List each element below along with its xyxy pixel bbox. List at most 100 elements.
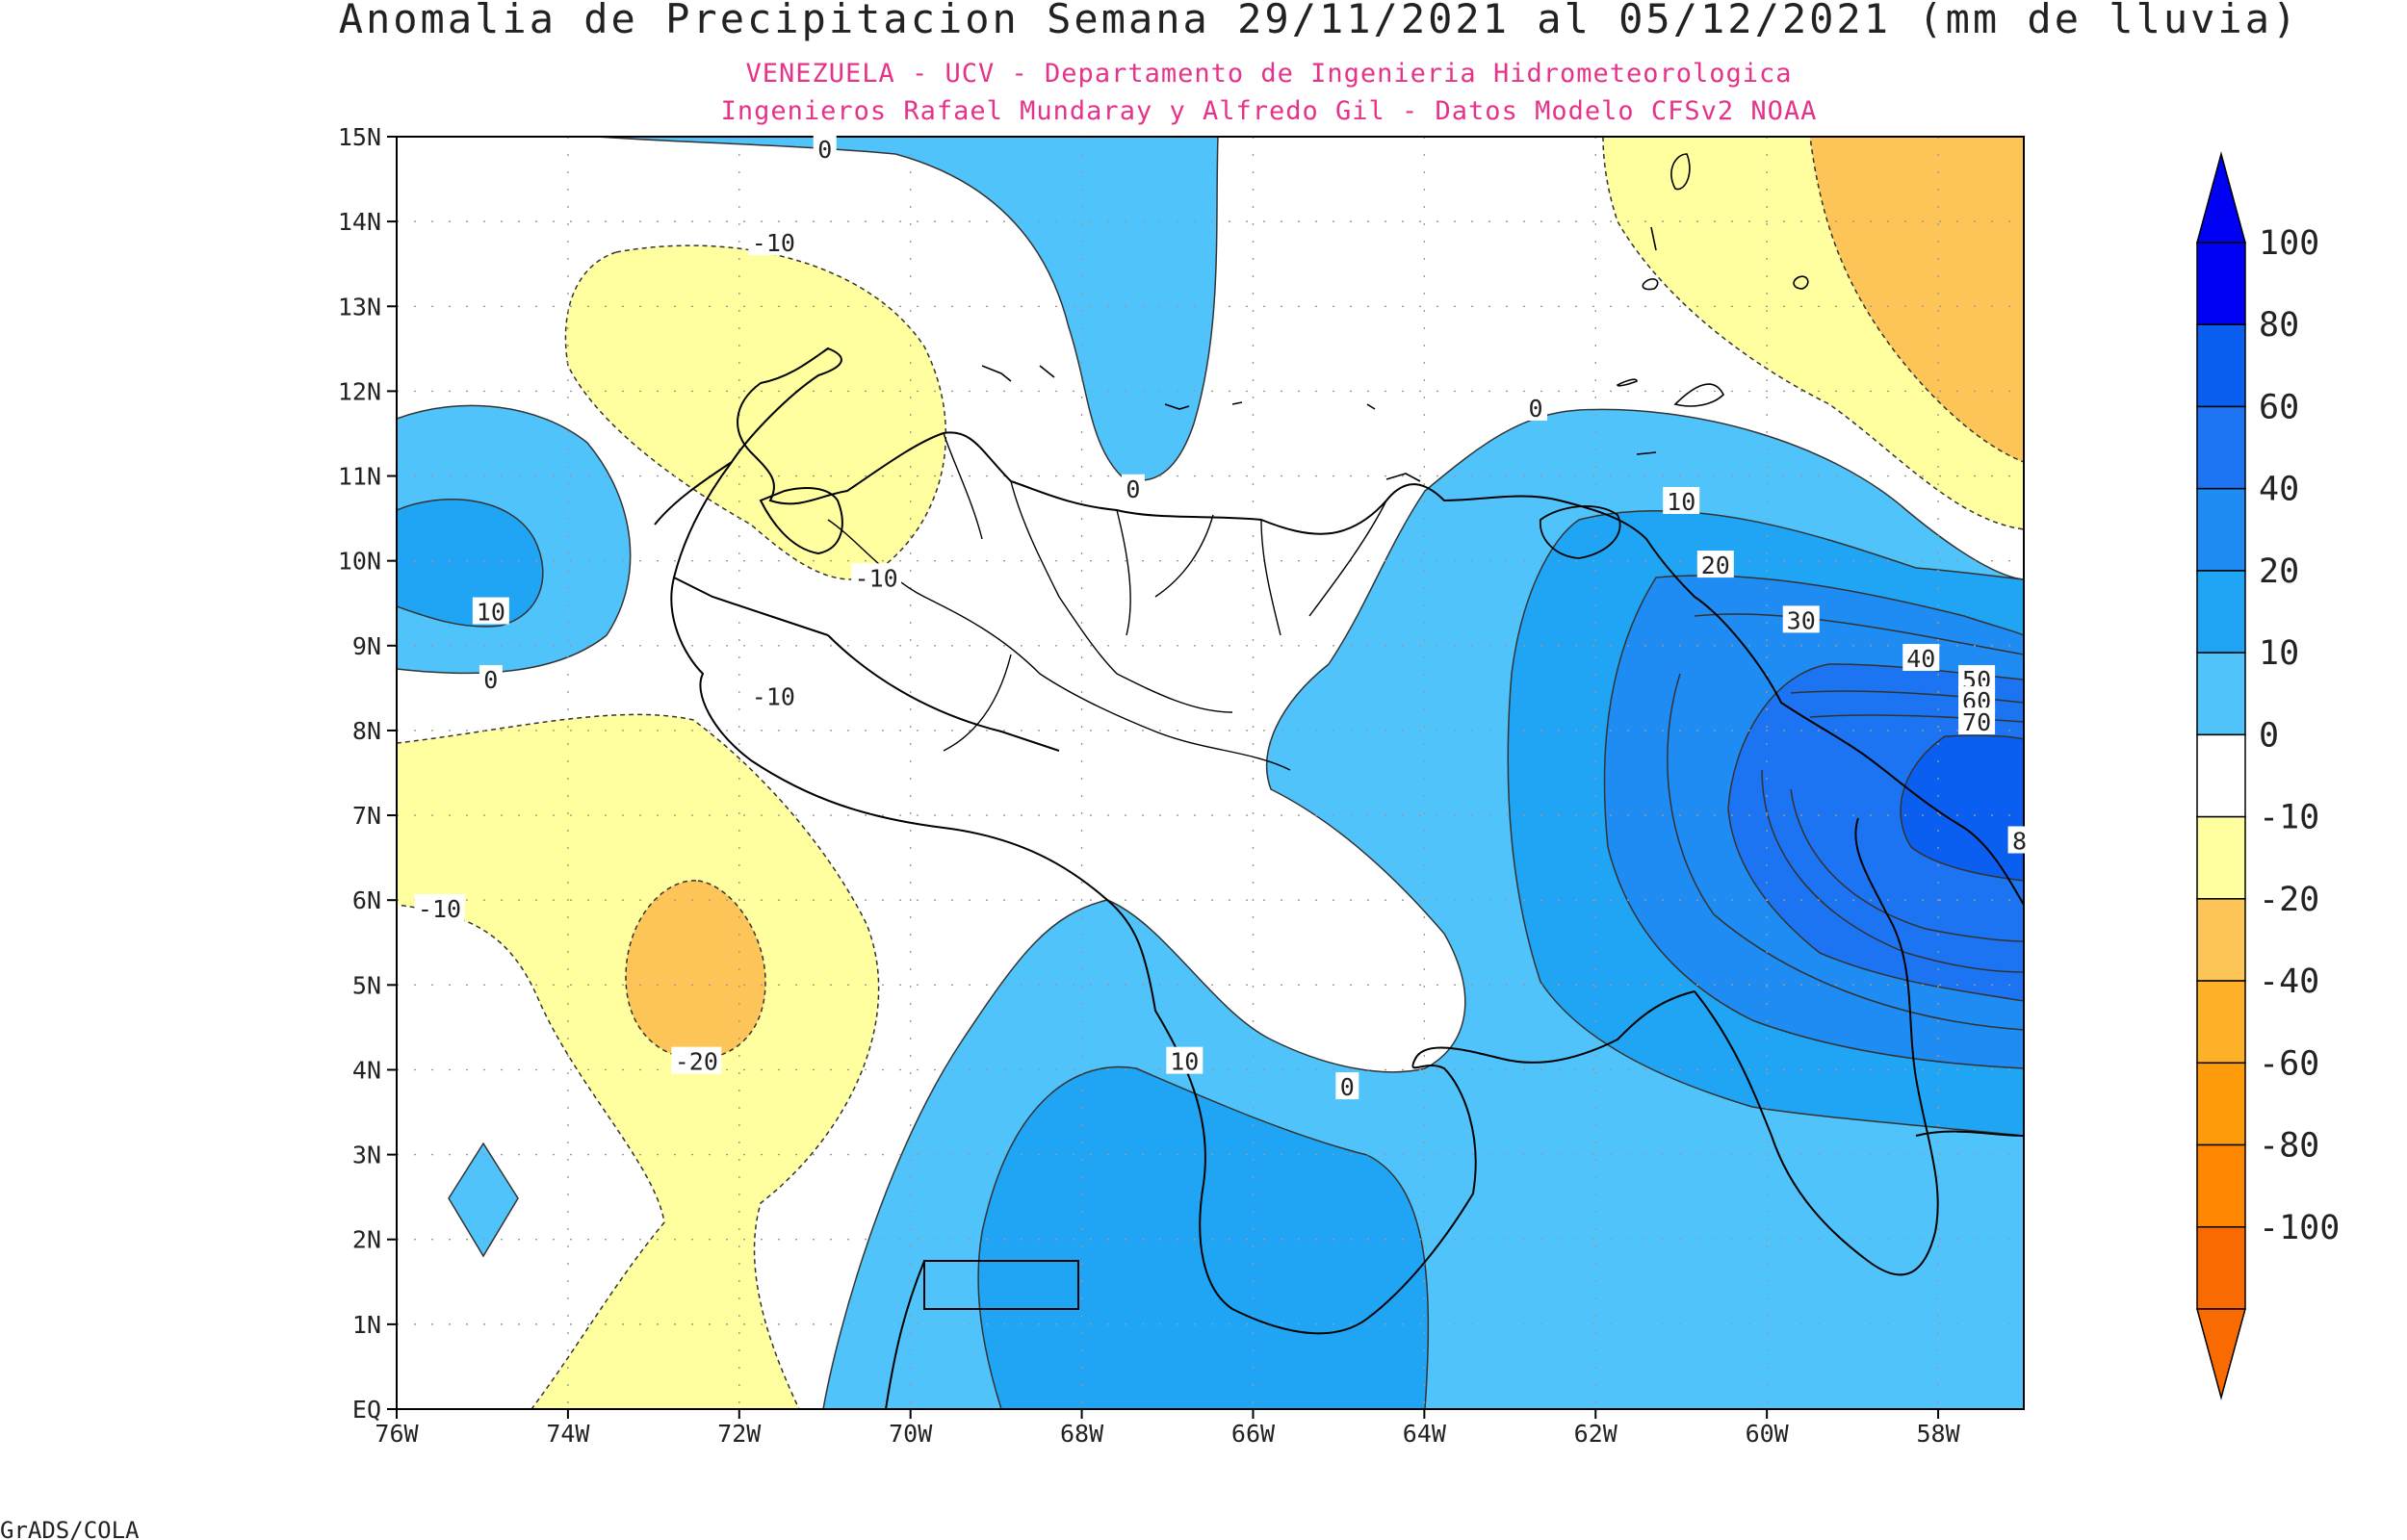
- lat-tick-label: 2N: [352, 1226, 381, 1254]
- lat-tick-label: 6N: [352, 886, 381, 914]
- lat-tick-label: 13N: [338, 293, 381, 321]
- lon-tick-label: 70W: [889, 1420, 933, 1448]
- colorbar-label: -100: [2259, 1209, 2340, 1247]
- colorbar-segment: [2196, 1143, 2246, 1228]
- colorbar-label: 0: [2259, 716, 2279, 755]
- contour-label-background: [1335, 1072, 1359, 1100]
- contour-label: 40: [1902, 644, 1940, 673]
- negative-anomaly-southwest: [397, 713, 880, 1409]
- contour-label-text: 30: [1787, 606, 1816, 634]
- colorbar-segment: [2196, 1062, 2246, 1146]
- contour-label: 0: [813, 135, 837, 164]
- lon-tick-label: 60W: [1746, 1420, 1790, 1448]
- contour-label-text: 40: [1906, 645, 1935, 673]
- lon-tick-label: 68W: [1060, 1420, 1104, 1448]
- positive-anomaly-east-core: [1900, 734, 2024, 882]
- positive-anomaly-small-diamond: [448, 1142, 519, 1258]
- colombia-internal-borders: [673, 577, 1079, 1409]
- lat-tick-label: 15N: [338, 123, 381, 151]
- contour-label: 0: [1335, 1072, 1359, 1101]
- colorbar-label: -10: [2259, 799, 2319, 837]
- colorbar-top-arrow: [2196, 151, 2246, 244]
- contour-label-background: [748, 681, 799, 709]
- coastlines-and-borders: [654, 153, 2024, 1409]
- venezuela-colombia-border: [670, 461, 1233, 1310]
- lat-tick-label: 5N: [352, 971, 381, 999]
- venezuela-state-borders: [827, 432, 1387, 771]
- colorbar-segment: [2196, 242, 2246, 325]
- contour-label-background: [1782, 605, 1820, 633]
- footer-credit: GrADS/COLA: [0, 1517, 140, 1540]
- contour-label-text: 20: [1701, 552, 1730, 579]
- contour-label-background: [479, 665, 503, 693]
- colorbar-segment: [2196, 323, 2246, 408]
- positive-anomaly-west-core: [397, 499, 544, 628]
- contour-label-background: [1524, 394, 1547, 422]
- contour-label: 10: [472, 597, 509, 627]
- lat-tick-label: 8N: [352, 717, 381, 745]
- lon-tick-label: 64W: [1403, 1420, 1447, 1448]
- lon-tick-label: 72W: [717, 1420, 762, 1448]
- contour-label-text: -20: [675, 1048, 718, 1076]
- contour-label: 0: [1121, 474, 1145, 503]
- guianas-borders: [1694, 817, 2024, 1276]
- lon-tick-label: 58W: [1916, 1420, 1960, 1448]
- contour-label-text: 70: [1962, 708, 1991, 736]
- contour-label-text: 10: [1170, 1048, 1199, 1076]
- caribbean-coastline: [654, 346, 2024, 906]
- contour-label: -10: [851, 563, 902, 592]
- contour-label-text: -10: [752, 683, 795, 711]
- colorbar-segment: [2196, 898, 2246, 982]
- contour-label-background: [1121, 474, 1145, 501]
- colorbar-label: 40: [2259, 471, 2299, 509]
- contour-label-background: [748, 228, 799, 256]
- colorbar-label: 10: [2259, 634, 2299, 673]
- contour-label: 70: [1958, 707, 1996, 736]
- contour-label-background: [1902, 644, 1940, 672]
- contour-label-text: 0: [817, 136, 832, 164]
- contour-label-text: 0: [1126, 475, 1140, 503]
- plot-frame: [396, 136, 2025, 1410]
- contour-label-background: [813, 135, 837, 163]
- positive-anomaly-south-10: [977, 1065, 1430, 1409]
- contour-label: 10: [1663, 486, 1700, 516]
- contour-label: -10: [414, 894, 465, 923]
- contour-label: 8: [2007, 826, 2032, 856]
- map-title: Anomalia de Precipitacion Semana 29/11/2…: [339, 0, 2300, 42]
- lon-tick-label: 74W: [546, 1420, 590, 1448]
- contour-label: 10: [1166, 1046, 1204, 1076]
- map-subtitle-line-1: VENEZUELA - UCV - Departamento de Ingeni…: [745, 59, 1792, 89]
- contour-label: 0: [479, 665, 503, 694]
- contour-label-text: 0: [1528, 395, 1542, 423]
- lat-tick-label: 14N: [338, 208, 381, 236]
- colorbar-label: 60: [2259, 388, 2299, 426]
- lat-tick-label: 11N: [338, 463, 381, 491]
- caribbean-islands: [981, 153, 1809, 482]
- colorbar-segment: [2196, 1226, 2246, 1310]
- contour-label-background: [472, 597, 509, 625]
- lat-tick-label: 10N: [338, 548, 381, 576]
- contour-label-background: [1663, 486, 1700, 514]
- contour-label: 0: [1524, 394, 1547, 423]
- contour-label-text: 10: [1667, 488, 1695, 516]
- contour-label: -20: [671, 1046, 722, 1076]
- contour-label-text: 10: [477, 599, 505, 627]
- contour-label-background: [1166, 1046, 1204, 1074]
- lat-tick-label: 4N: [352, 1056, 381, 1084]
- venezuela-south-boundary: [1231, 990, 1695, 1335]
- colorbar-label: -40: [2259, 962, 2319, 1001]
- contour-label-text: 0: [1340, 1073, 1355, 1101]
- anomaly-fields: [397, 137, 2024, 1409]
- axis-ticks: 76W 74W 72W 70W 68W 66W 64W 62W 60W 58W EQ 1N 2N 3N 4N…: [338, 123, 1961, 1448]
- contour-label: -10: [748, 228, 799, 257]
- contour-label-text: 8: [2012, 828, 2027, 856]
- lat-tick-label: 3N: [352, 1142, 381, 1169]
- contour-label-background: [851, 563, 902, 591]
- lat-tick-label: 12N: [338, 377, 381, 405]
- colorbar-segment: [2196, 815, 2246, 900]
- contour-label: 20: [1696, 551, 1734, 579]
- colorbar-label: 20: [2259, 552, 2299, 591]
- colorbar-label: 80: [2259, 306, 2299, 345]
